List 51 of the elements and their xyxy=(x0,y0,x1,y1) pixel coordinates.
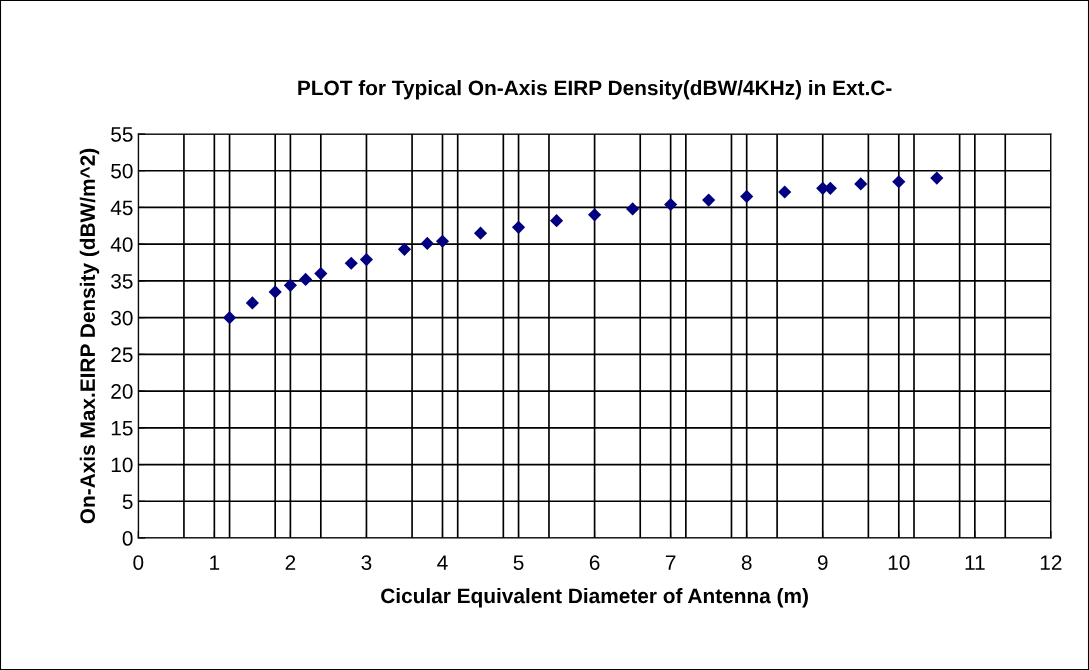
y-tick-label: 20 xyxy=(111,384,133,399)
y-tick-label: 5 xyxy=(122,494,133,510)
x-tick-label: 8 xyxy=(741,555,752,570)
x-tick-label: 0 xyxy=(133,555,144,570)
point xyxy=(854,177,868,191)
x-tick-label: 10 xyxy=(888,555,910,570)
point xyxy=(420,236,434,251)
point xyxy=(397,242,412,256)
y-tick-label: 10 xyxy=(111,457,133,473)
point xyxy=(664,197,678,212)
point xyxy=(283,278,297,292)
point xyxy=(245,296,259,310)
x-tick-label: 2 xyxy=(285,555,296,570)
y-axis-title: On-Axis Max.EIRP Density (dBW/m^2) xyxy=(79,148,100,524)
point xyxy=(344,256,358,270)
point xyxy=(268,285,282,299)
x-axis-title: Cicular Equivalent Diameter of Antenna (m) xyxy=(381,587,808,608)
point xyxy=(588,208,602,222)
y-tick-label: 30 xyxy=(111,310,133,326)
y-tick-label: 0 xyxy=(122,531,133,546)
point xyxy=(892,175,906,189)
point xyxy=(314,266,328,281)
point xyxy=(511,220,526,234)
point xyxy=(702,193,716,207)
y-tick-label: 15 xyxy=(111,421,133,436)
point xyxy=(778,185,792,199)
x-tick-label: 1 xyxy=(210,555,220,570)
point xyxy=(359,253,374,267)
y-tick-label: 40 xyxy=(110,237,133,252)
point xyxy=(930,171,944,185)
y-tick-label: 25 xyxy=(111,347,133,363)
x-tick-label: 9 xyxy=(817,555,828,570)
x-tick-label: 5 xyxy=(513,555,524,570)
y-tick-label: 55 xyxy=(111,127,133,142)
point xyxy=(740,189,754,204)
y-tick-label: 50 xyxy=(111,163,133,179)
point xyxy=(299,272,313,287)
y-tick-label: 45 xyxy=(110,200,133,216)
x-tick-label: 6 xyxy=(589,555,600,570)
point xyxy=(222,311,237,325)
point xyxy=(626,202,640,216)
x-tick-label: 7 xyxy=(665,555,676,570)
point xyxy=(435,234,450,248)
point xyxy=(549,214,564,228)
x-tick-label: 3 xyxy=(361,555,372,570)
x-tick-label: 11 xyxy=(965,555,985,570)
chart-title: PLOT for Typical On-Axis EIRP Density(dBW/4KHz) in Ext.C- xyxy=(298,80,892,100)
x-tick-label: 4 xyxy=(437,555,448,570)
y-tick-label: 35 xyxy=(111,273,133,289)
x-tick-label: 12 xyxy=(1040,555,1062,570)
point xyxy=(473,226,488,240)
